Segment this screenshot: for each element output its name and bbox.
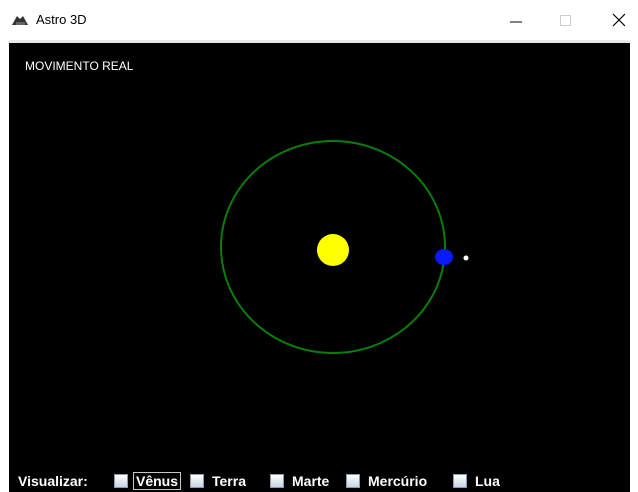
minimize-button[interactable] xyxy=(492,8,538,34)
checkbox-label[interactable]: Mercúrio xyxy=(368,473,428,489)
orbit xyxy=(220,140,446,354)
checkbox-box[interactable] xyxy=(346,474,360,488)
controls-label: Visualizar: xyxy=(18,473,88,489)
scene xyxy=(220,140,469,354)
checkbox-box[interactable] xyxy=(453,474,467,488)
canvas: MOVIMENTO REAL Visualizar: Vênus Terra Mar… xyxy=(9,40,630,492)
checkbox[interactable]: Mercúrio xyxy=(346,471,430,491)
app-icon xyxy=(12,16,28,25)
checkbox-box[interactable] xyxy=(190,474,204,488)
checkbox-box[interactable] xyxy=(114,474,128,488)
checkbox[interactable]: Terra xyxy=(190,471,249,491)
checkbox-label[interactable]: Vênus xyxy=(133,472,182,490)
checkbox-label[interactable]: Terra xyxy=(212,473,246,489)
checkbox-label[interactable]: Marte xyxy=(292,473,330,489)
maximize-button[interactable] xyxy=(542,8,588,34)
earth xyxy=(435,249,453,265)
checkbox[interactable]: Vênus xyxy=(114,471,182,491)
sun xyxy=(317,234,349,266)
title-bar: Astro 3D xyxy=(0,0,638,40)
checkbox[interactable]: Marte xyxy=(270,471,332,491)
window-title: Astro 3D xyxy=(36,12,87,27)
checkbox[interactable]: Lua xyxy=(453,471,503,491)
controls: Visualizar: Vênus Terra Marte Mercúrio Lua xyxy=(18,471,618,491)
moon xyxy=(463,255,469,261)
close-button[interactable] xyxy=(592,8,638,34)
checkbox-label[interactable]: Lua xyxy=(475,473,500,489)
mode-label: MOVIMENTO REAL xyxy=(25,59,134,73)
checkbox-box[interactable] xyxy=(270,474,284,488)
